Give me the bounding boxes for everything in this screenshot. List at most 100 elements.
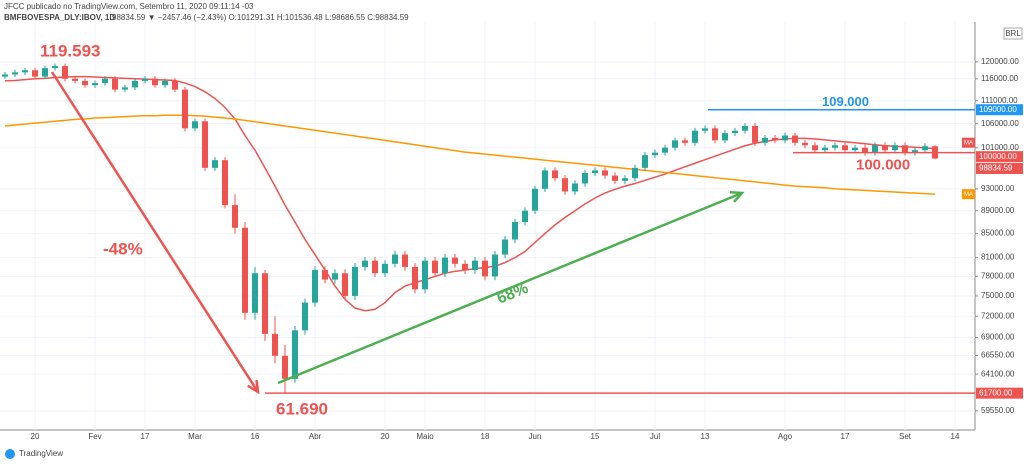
y-tick-label: 120000.00 (981, 57, 1019, 66)
candle-body (432, 260, 438, 274)
candle-body (822, 147, 828, 151)
candle-body (662, 147, 668, 153)
candle-body (132, 80, 138, 88)
candle-body (152, 78, 158, 86)
last-price-label-box (976, 163, 1023, 175)
level-price-label-box (976, 151, 1023, 163)
candle-body (542, 170, 548, 189)
candle-body (812, 145, 818, 151)
brand-logo (5, 449, 15, 459)
candle-body (672, 140, 678, 148)
y-tick-label: 85000.00 (981, 229, 1015, 238)
ma-tag: MA (964, 140, 973, 146)
candle-body (652, 152, 658, 156)
candle-body (342, 273, 348, 296)
candle-body (572, 183, 578, 192)
candle-body (882, 145, 888, 151)
candle-body (52, 66, 58, 69)
candle-body (242, 227, 248, 313)
y-tick-label: 64100.00 (981, 369, 1015, 378)
candle-body (72, 78, 78, 81)
candle-body (92, 83, 98, 86)
candle-body (452, 257, 458, 264)
x-tick-label: Fev (88, 432, 101, 441)
arrow-line (50, 71, 260, 393)
level-price-label-box (976, 104, 1023, 116)
candle-body (272, 333, 278, 356)
candle-body (372, 260, 378, 274)
candle-body (502, 239, 508, 255)
annotation: 61.690 (276, 399, 328, 418)
x-tick-label: 18 (481, 432, 490, 441)
x-tick-label: Maio (416, 432, 434, 441)
x-tick-label: Abr (309, 432, 322, 441)
candle-body (582, 172, 588, 184)
candle-body (742, 125, 748, 131)
candle-body (312, 270, 318, 303)
candle-body (482, 260, 488, 277)
candle-body (172, 80, 178, 90)
level-price-label-box (976, 387, 1023, 399)
candle-body (212, 160, 218, 168)
candle-body (282, 355, 288, 379)
arrow-head (247, 379, 260, 395)
y-tick-label: 111000.00 (981, 96, 1018, 105)
ma-tag: MA (964, 192, 973, 198)
x-tick-label: 17 (141, 432, 150, 441)
candle-body (182, 89, 188, 129)
moving-average (4, 114, 936, 195)
candle-body (262, 273, 268, 334)
candle-body (682, 140, 688, 143)
candle-body (702, 128, 708, 131)
candle-body (832, 145, 838, 148)
x-tick-label: Mar (188, 432, 202, 441)
candle-body (562, 178, 568, 192)
candle-body (892, 145, 898, 151)
candle-body (442, 257, 448, 274)
x-tick-label: 14 (951, 432, 960, 441)
y-tick-label: 106000.00 (981, 119, 1019, 128)
x-tick-label: 13 (701, 432, 710, 441)
candle-body (422, 260, 428, 290)
candle-body (622, 178, 628, 181)
candle-body (42, 68, 48, 77)
y-tick-label: 78000.00 (981, 272, 1015, 281)
candle-body (2, 74, 8, 77)
arrow-head (729, 191, 745, 203)
candle-body (322, 270, 328, 280)
candle-body (82, 80, 88, 86)
candle-body (602, 170, 608, 176)
candle-body (632, 167, 638, 179)
y-tick-label: 66550.00 (981, 351, 1015, 360)
candle-body (12, 72, 18, 75)
candle-body (512, 222, 518, 240)
candle-body (202, 121, 208, 168)
x-tick-label: Jul (650, 432, 660, 441)
candle-body (362, 260, 368, 267)
candle-body (762, 137, 768, 143)
y-tick-label: 116000.00 (981, 74, 1019, 83)
candle-body (412, 266, 418, 290)
y-tick-label: 93000.00 (981, 184, 1015, 193)
candle-body (402, 254, 408, 267)
candle-body (872, 145, 878, 153)
candle-body (912, 150, 918, 153)
last-price-label: 98834.59 (979, 164, 1013, 173)
currency: BRL (1005, 29, 1021, 38)
candle-body (612, 175, 618, 181)
candle-body (522, 210, 528, 223)
candle-body (642, 155, 648, 168)
candle-body (192, 121, 198, 129)
x-tick-label: 20 (381, 432, 390, 441)
candle-body (552, 170, 558, 179)
candle-body (842, 145, 848, 151)
candle-body (32, 70, 38, 77)
y-tick-label: 75000.00 (981, 291, 1015, 300)
annotation: -48% (103, 239, 143, 258)
ma-tag-box (962, 189, 975, 200)
candle-body (102, 78, 108, 84)
candle-body (462, 263, 468, 271)
candle-body (782, 135, 788, 141)
author-line: JFCC publicado no TradingView.com, Setem… (4, 2, 254, 11)
candle-body (722, 133, 728, 141)
